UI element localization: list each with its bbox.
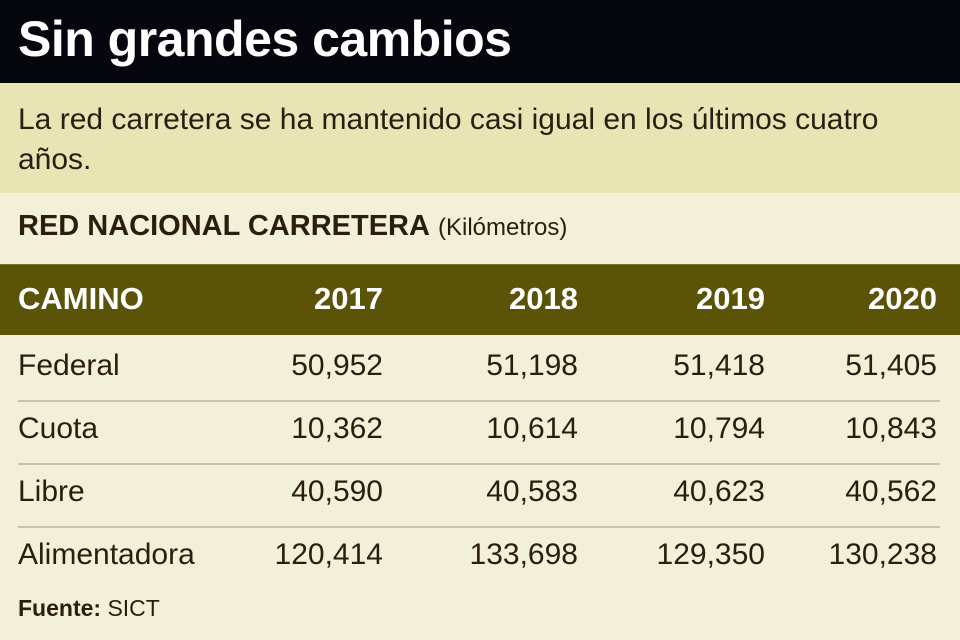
row-label-libre: Libre — [18, 475, 85, 508]
cell-federal-2020: 51,405 — [845, 349, 937, 382]
cell-libre-2017: 40,590 — [291, 475, 383, 508]
row-label-alimentadora: Alimentadora — [18, 538, 195, 571]
cell-alimentadora-2018: 133,698 — [469, 538, 578, 571]
column-header-2020: 2020 — [868, 281, 937, 316]
table-title-unit: (Kilómetros) — [437, 214, 568, 241]
subtitle: La red carretera se ha mantenido casi ig… — [18, 103, 879, 176]
row-label-cuota: Cuota — [18, 412, 99, 445]
column-header-camino: CAMINO — [18, 281, 144, 316]
cell-federal-2018: 51,198 — [486, 349, 578, 382]
cell-cuota-2020: 10,843 — [845, 412, 937, 445]
row-divider — [18, 526, 940, 528]
cell-libre-2019: 40,623 — [673, 475, 765, 508]
column-header-2018: 2018 — [509, 281, 578, 316]
table-title: RED NACIONAL CARRETERA (Kilómetros) — [18, 210, 567, 243]
row-divider — [18, 463, 940, 465]
source-note: Fuente: SICT — [18, 595, 160, 622]
title-bar — [0, 0, 960, 83]
cell-federal-2019: 51,418 — [673, 349, 765, 382]
source-label: Fuente: — [18, 595, 102, 621]
cell-cuota-2017: 10,362 — [291, 412, 383, 445]
source-value: SICT — [107, 595, 160, 621]
cell-alimentadora-2017: 120,414 — [274, 538, 383, 571]
column-header-2019: 2019 — [696, 281, 765, 316]
cell-federal-2017: 50,952 — [291, 349, 383, 382]
cell-libre-2020: 40,562 — [845, 475, 937, 508]
row-label-federal: Federal — [18, 349, 120, 382]
cell-alimentadora-2019: 129,350 — [656, 538, 765, 571]
row-divider — [18, 400, 940, 402]
cell-alimentadora-2020: 130,238 — [828, 538, 937, 571]
cell-cuota-2018: 10,614 — [486, 412, 578, 445]
column-header-2017: 2017 — [314, 281, 383, 316]
cell-cuota-2019: 10,794 — [673, 412, 765, 445]
table-title-main: RED NACIONAL CARRETERA — [18, 210, 430, 242]
page-title: Sin grandes cambios — [18, 11, 512, 67]
cell-libre-2018: 40,583 — [486, 475, 578, 508]
table-header-row — [0, 264, 960, 335]
subtitle-box — [0, 83, 960, 193]
